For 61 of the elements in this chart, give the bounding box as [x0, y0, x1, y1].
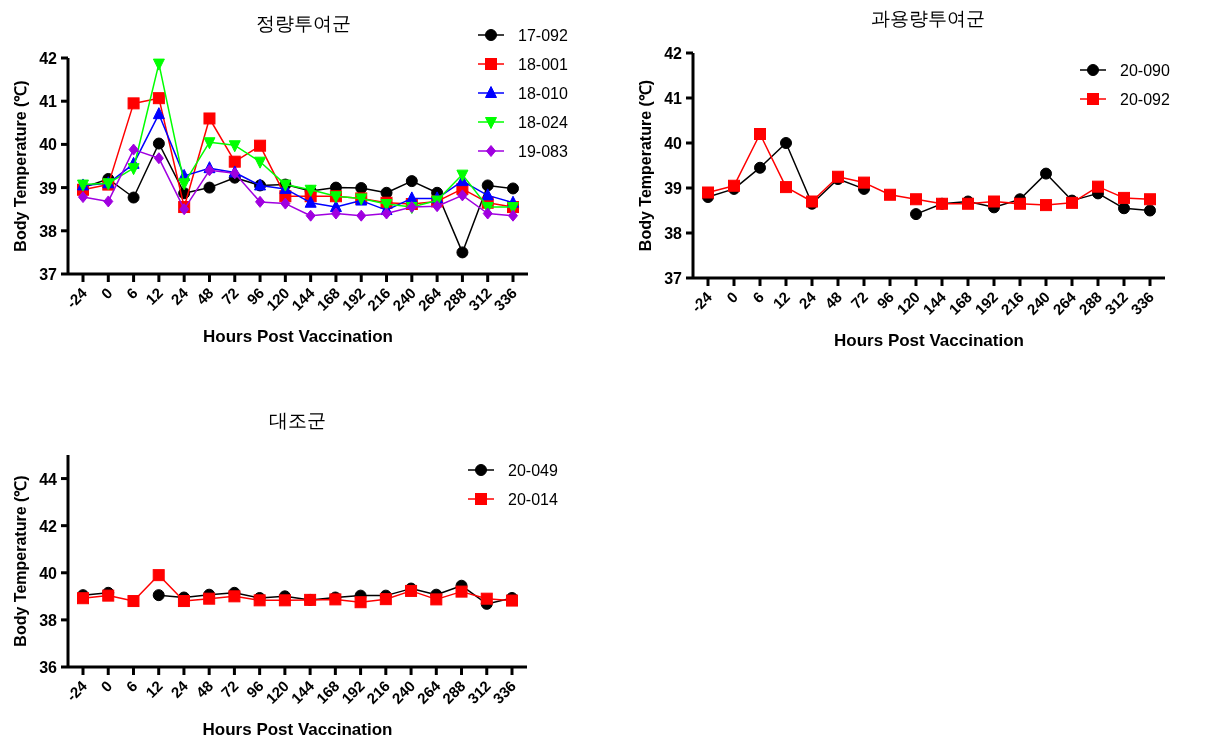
x-tick-label: 6: [122, 677, 141, 696]
y-axis-title: Body Temperature (℃): [637, 79, 654, 252]
x-tick-label: 72: [218, 284, 242, 308]
legend-label: 18-001: [518, 56, 568, 73]
x-tick-label: 12: [142, 284, 166, 308]
chart-title: 대조군: [268, 410, 326, 431]
y-tick-label: 37: [39, 266, 58, 283]
x-tick-label: 0: [97, 677, 116, 696]
x-tick-label: 72: [217, 677, 242, 701]
y-tick-label: 42: [664, 45, 683, 62]
x-tick-label: 0: [97, 284, 116, 303]
legend-label: 19-083: [518, 143, 568, 160]
y-tick-label: 42: [39, 517, 58, 535]
x-tick-label: 48: [821, 288, 846, 312]
y-tick-label: 38: [664, 225, 683, 242]
x-tick-label: 0: [723, 288, 742, 307]
legend-label: 20-014: [508, 491, 558, 508]
chart-title: 과용량투여군: [871, 8, 985, 29]
x-tick-label: 144: [288, 283, 319, 314]
y-tick-label: 42: [39, 50, 58, 67]
x-tick-label: -24: [62, 283, 91, 312]
x-tick-label: 12: [769, 288, 794, 312]
x-tick-label: -24: [687, 287, 716, 316]
y-tick-label: 38: [39, 222, 58, 240]
legend-label: 20-090: [1120, 62, 1170, 79]
x-tick-label: 24: [167, 283, 192, 308]
y-tick-label: 39: [664, 180, 683, 197]
x-tick-label: 24: [795, 287, 820, 312]
legend-label: 17-092: [518, 27, 568, 44]
y-tick-label: 40: [39, 564, 58, 582]
y-axis-title: Body Temperature (℃): [12, 80, 29, 252]
x-axis-title: Hours Post Vaccination: [834, 331, 1024, 350]
chart-title: 정량투여군: [255, 13, 351, 34]
x-tick-label: 6: [749, 288, 768, 307]
y-tick-label: 41: [664, 90, 683, 107]
y-axis-title: Body Temperature (℃): [12, 475, 29, 647]
x-tick-label: 264: [413, 676, 444, 707]
y-tick-label: 41: [39, 93, 58, 111]
legend-label: 20-092: [1120, 91, 1170, 108]
x-tick-label: 24: [167, 676, 192, 701]
legend-label: 18-024: [518, 114, 568, 131]
x-axis-title: Hours Post Vaccination: [203, 327, 393, 346]
x-tick-label: 12: [142, 677, 166, 701]
x-tick-label: -24: [62, 676, 91, 705]
y-tick-label: 40: [39, 136, 58, 154]
y-tick-label: 38: [39, 611, 58, 629]
x-tick-label: 96: [243, 284, 268, 308]
y-tick-label: 40: [664, 135, 683, 152]
y-tick-label: 36: [39, 659, 58, 676]
x-tick-label: 48: [192, 284, 217, 308]
legend-label: 20-049: [508, 462, 558, 479]
y-tick-label: 39: [39, 179, 58, 197]
x-tick-label: 72: [847, 288, 872, 312]
y-tick-label: 37: [664, 270, 683, 287]
x-tick-label: 312: [464, 677, 494, 707]
x-tick-label: 312: [465, 284, 495, 314]
x-tick-label: 48: [192, 677, 217, 701]
x-axis-title: Hours Post Vaccination: [202, 720, 393, 739]
legend-label: 18-010: [518, 85, 568, 102]
x-tick-label: 6: [122, 284, 141, 303]
y-tick-label: 44: [39, 470, 58, 488]
